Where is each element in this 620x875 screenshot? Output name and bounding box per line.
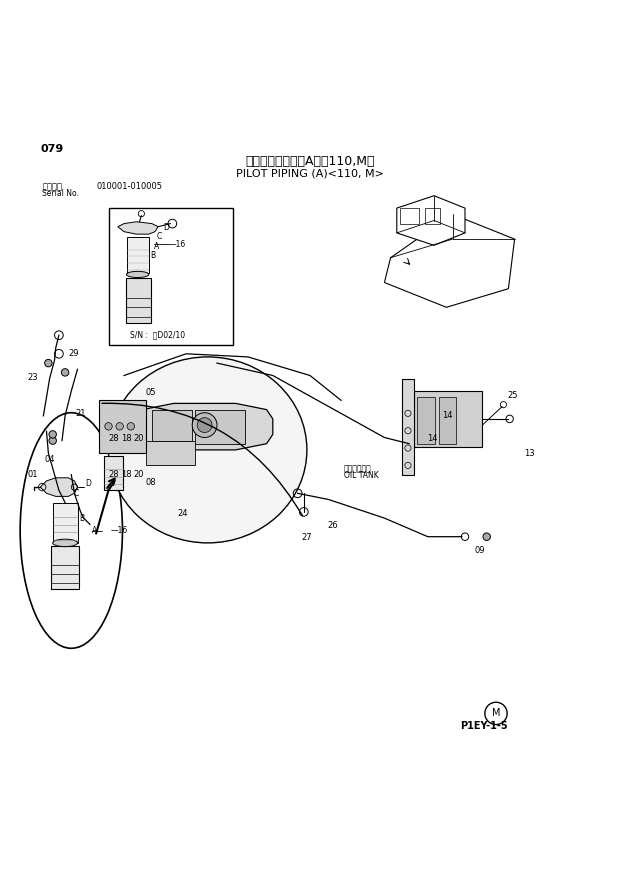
Text: 14: 14	[442, 411, 453, 420]
Text: 適用号機: 適用号機	[42, 182, 62, 191]
Text: —16: —16	[169, 240, 186, 248]
Text: D: D	[163, 223, 169, 233]
Bar	[152, 410, 192, 441]
Circle shape	[116, 423, 123, 430]
Text: 20: 20	[133, 434, 144, 444]
Text: D: D	[86, 480, 91, 488]
Bar	[402, 379, 414, 475]
Bar	[104, 456, 123, 490]
Text: M: M	[492, 709, 500, 718]
Bar	[195, 410, 245, 444]
Text: パイロット配管（A）〈110,M〉: パイロット配管（A）〈110,M〉	[246, 155, 374, 168]
Text: 08: 08	[145, 478, 156, 487]
Ellipse shape	[53, 539, 78, 547]
Text: A: A	[154, 242, 159, 251]
Text: PILOT PIPING (A)<110, M>: PILOT PIPING (A)<110, M>	[236, 169, 384, 179]
Circle shape	[45, 360, 52, 367]
Text: C: C	[73, 489, 78, 498]
Text: —16: —16	[110, 526, 128, 535]
Circle shape	[127, 423, 135, 430]
Text: 20: 20	[133, 470, 144, 480]
Text: 01: 01	[28, 470, 38, 480]
Text: B: B	[150, 251, 155, 261]
Text: 05: 05	[146, 388, 156, 397]
Text: OIL TANK: OIL TANK	[344, 472, 379, 480]
Text: 23: 23	[28, 373, 38, 382]
Text: 18: 18	[121, 470, 131, 480]
Circle shape	[49, 437, 56, 444]
Polygon shape	[118, 221, 158, 234]
Text: 04: 04	[44, 455, 55, 465]
Polygon shape	[384, 214, 515, 307]
Ellipse shape	[108, 357, 307, 542]
Text: オイルタンク: オイルタンク	[344, 464, 372, 473]
Text: A: A	[92, 526, 97, 535]
Text: S/N :  ～D02/10: S/N : ～D02/10	[130, 331, 185, 340]
Bar	[51, 546, 79, 590]
Bar	[127, 237, 149, 273]
Bar	[126, 277, 151, 323]
Text: 010001-010005: 010001-010005	[96, 182, 162, 191]
Text: 14: 14	[427, 434, 437, 444]
Polygon shape	[136, 403, 273, 450]
Text: 21: 21	[75, 410, 86, 418]
Polygon shape	[397, 196, 465, 245]
Circle shape	[49, 430, 56, 438]
Circle shape	[192, 413, 217, 438]
Bar	[414, 391, 482, 447]
Circle shape	[61, 368, 69, 376]
Text: 27: 27	[301, 534, 312, 542]
Bar	[400, 208, 419, 224]
Text: 25: 25	[507, 391, 518, 400]
Text: P1EY-1-5: P1EY-1-5	[460, 721, 507, 731]
Text: 09: 09	[474, 546, 485, 555]
Circle shape	[483, 533, 490, 541]
Polygon shape	[40, 478, 78, 496]
Text: B: B	[79, 514, 84, 522]
Ellipse shape	[20, 413, 123, 648]
Text: 28: 28	[108, 470, 119, 480]
Text: 29: 29	[68, 349, 78, 358]
Bar	[99, 400, 146, 453]
Bar	[108, 208, 232, 345]
Bar	[53, 502, 78, 542]
Text: 18: 18	[121, 434, 131, 444]
Circle shape	[197, 417, 212, 432]
Bar	[417, 397, 435, 444]
Text: 26: 26	[327, 521, 338, 530]
Text: 24: 24	[178, 508, 188, 518]
Text: 13: 13	[524, 449, 534, 458]
Bar	[439, 397, 456, 444]
Text: Serial No.: Serial No.	[42, 189, 79, 199]
Bar	[146, 441, 195, 466]
Text: 079: 079	[40, 144, 64, 154]
Bar	[425, 208, 440, 224]
Text: C: C	[156, 232, 161, 242]
Circle shape	[105, 423, 112, 430]
Ellipse shape	[126, 271, 149, 277]
Text: 28: 28	[108, 434, 119, 444]
